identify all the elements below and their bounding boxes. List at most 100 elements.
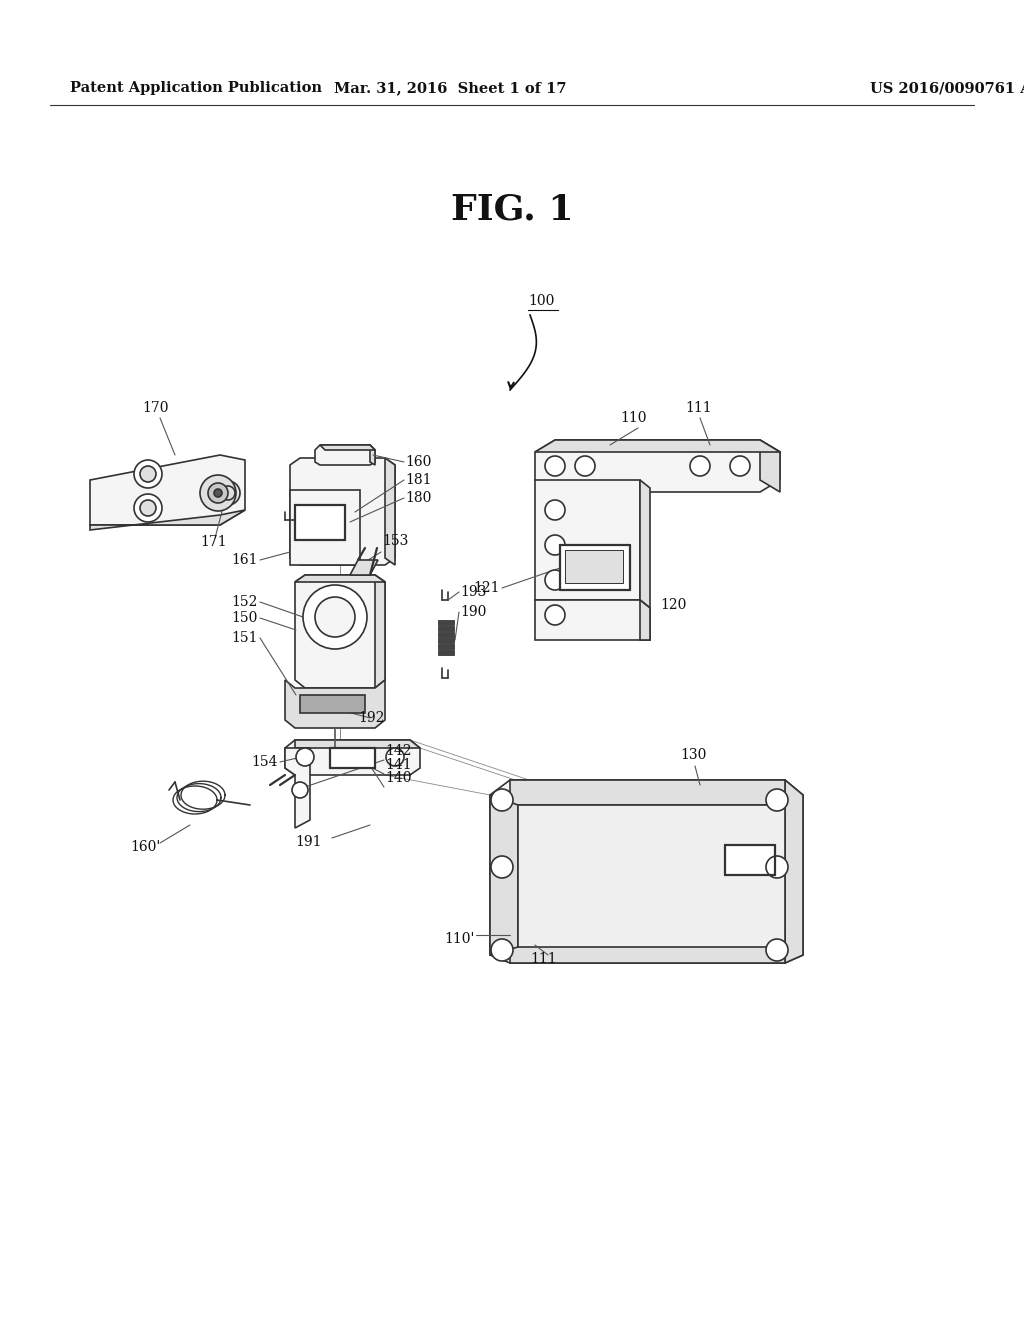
Polygon shape [290,490,360,565]
Polygon shape [285,680,385,729]
Text: 111: 111 [685,401,712,414]
Text: 192: 192 [358,711,384,725]
Polygon shape [490,780,803,964]
Text: 110': 110' [444,932,475,946]
Polygon shape [535,601,650,640]
Circle shape [134,459,162,488]
Bar [438,632,454,638]
Text: 140: 140 [385,771,412,785]
Text: 151: 151 [231,631,258,645]
Text: 110: 110 [620,411,646,425]
Text: 171: 171 [200,535,226,549]
Circle shape [200,475,236,511]
Circle shape [214,488,222,498]
Polygon shape [295,576,385,582]
Text: 170: 170 [142,401,169,414]
Bar [438,638,454,643]
Polygon shape [785,780,803,964]
Polygon shape [330,748,375,768]
Polygon shape [510,780,785,805]
Circle shape [545,535,565,554]
Circle shape [140,500,156,516]
Text: 181: 181 [406,473,431,487]
Polygon shape [535,440,780,492]
Text: 130: 130 [680,748,707,762]
Polygon shape [295,741,420,748]
Circle shape [545,455,565,477]
Circle shape [134,494,162,521]
Text: FIG. 1: FIG. 1 [451,193,573,227]
Bar [438,620,454,624]
Text: Mar. 31, 2016  Sheet 1 of 17: Mar. 31, 2016 Sheet 1 of 17 [334,81,566,95]
Circle shape [766,789,788,810]
Circle shape [575,455,595,477]
Text: 154: 154 [252,755,278,770]
Polygon shape [319,445,375,450]
Polygon shape [90,510,245,531]
Polygon shape [490,795,518,954]
Polygon shape [315,445,375,465]
Circle shape [730,455,750,477]
Polygon shape [375,576,385,688]
Circle shape [216,480,240,506]
Polygon shape [370,445,375,465]
Polygon shape [518,805,785,946]
Polygon shape [285,748,310,828]
Text: 193: 193 [460,585,486,599]
Text: 121: 121 [473,581,500,595]
Polygon shape [385,458,395,565]
Text: 190: 190 [460,605,486,619]
Text: 160': 160' [130,840,160,854]
Polygon shape [560,545,630,590]
Circle shape [386,748,404,766]
Text: 153: 153 [382,535,409,548]
Bar [438,649,454,655]
Polygon shape [295,506,345,540]
Polygon shape [510,931,785,964]
Polygon shape [350,560,378,576]
Polygon shape [295,576,385,688]
Circle shape [766,939,788,961]
Circle shape [208,483,228,503]
Polygon shape [90,455,245,525]
Circle shape [315,597,355,638]
Circle shape [766,855,788,878]
Text: 120: 120 [660,598,686,612]
Text: 100: 100 [528,294,554,308]
Text: 191: 191 [295,836,322,849]
Text: Patent Application Publication: Patent Application Publication [70,81,322,95]
Circle shape [490,789,513,810]
Text: 161: 161 [231,553,258,568]
Polygon shape [640,601,650,640]
Circle shape [292,781,308,799]
Circle shape [221,486,234,500]
Circle shape [545,570,565,590]
Bar [300,696,365,713]
Polygon shape [285,741,420,775]
Circle shape [490,855,513,878]
Bar [438,626,454,631]
Circle shape [690,455,710,477]
Text: 142: 142 [385,744,412,758]
Text: 150: 150 [231,611,258,624]
Circle shape [490,939,513,961]
Polygon shape [535,440,780,451]
Circle shape [296,748,314,766]
Circle shape [140,466,156,482]
Text: US 2016/0090761 A1: US 2016/0090761 A1 [870,81,1024,95]
Text: 141: 141 [385,758,412,772]
Circle shape [545,605,565,624]
Polygon shape [290,458,395,565]
Text: 111: 111 [530,952,557,966]
Text: 152: 152 [231,595,258,609]
Circle shape [303,585,367,649]
Polygon shape [640,480,650,609]
Bar [438,644,454,649]
Bar [565,550,623,583]
Polygon shape [725,845,775,875]
Circle shape [545,500,565,520]
Text: 160: 160 [406,455,431,469]
Text: 180: 180 [406,491,431,506]
Polygon shape [535,480,640,601]
Polygon shape [760,440,780,492]
